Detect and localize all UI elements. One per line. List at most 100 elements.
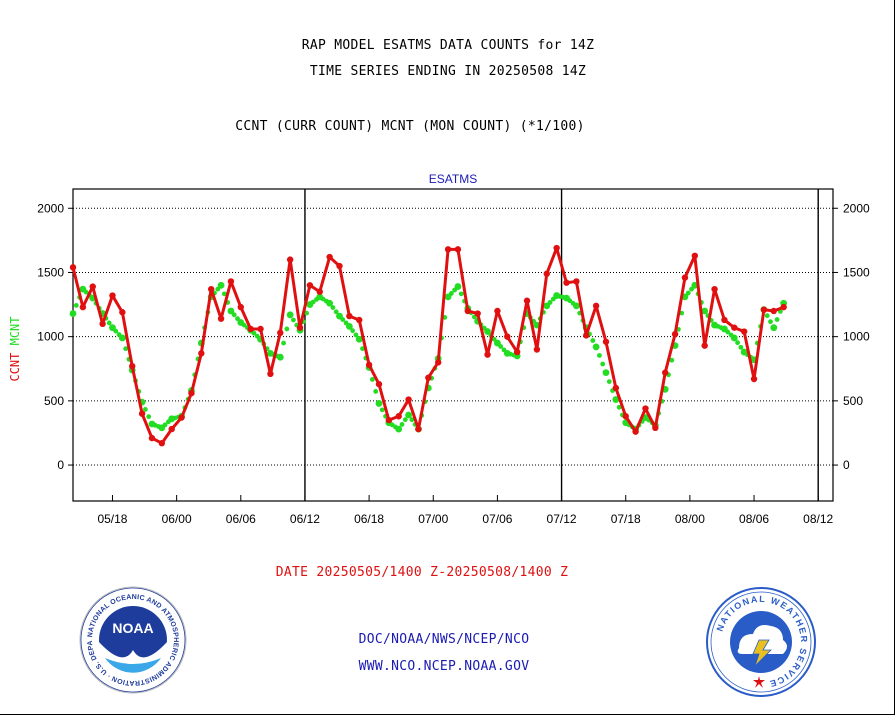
mcnt-dot [399, 421, 405, 427]
mcnt-point [563, 294, 570, 302]
mcnt-dot [142, 407, 148, 412]
org-line: DOC/NOAA/NWS/NCEP/NCO [358, 632, 530, 647]
ccnt-point [563, 279, 570, 286]
ccnt-point [395, 413, 402, 420]
tick-layer: 0 0 500 500 1000 1000 1500 1500 2000 2000 05/18 06/… [37, 201, 870, 526]
mcnt-point [148, 420, 156, 428]
scale-note: CCNT (CURR COUNT) MCNT (MON COUNT) (*1/1… [235, 119, 585, 134]
ccnt-point [286, 256, 294, 263]
y-tick-label-right: 0 [843, 458, 850, 472]
mcnt-dot [616, 404, 622, 410]
ccnt-point [356, 316, 363, 324]
ccnt-point [109, 292, 116, 299]
ccnt-point [316, 288, 323, 295]
ccnt-point [257, 325, 264, 333]
mcnt-point [306, 301, 314, 308]
mcnt-point [730, 334, 738, 342]
y-label-mcnt: MCNT [8, 316, 22, 345]
mcnt-dot [597, 353, 602, 358]
ccnt-point [119, 309, 126, 316]
mcnt-dot [458, 291, 464, 297]
ccnt-point [573, 278, 580, 285]
mcnt-point [237, 319, 245, 326]
x-tick-label: 08/06 [739, 512, 769, 526]
ccnt-point [129, 362, 136, 370]
ccnt-point [365, 361, 373, 369]
ccnt-point [731, 324, 738, 331]
ccnt-point [612, 384, 620, 392]
mcnt-point [355, 335, 363, 343]
mcnt-point [286, 311, 294, 319]
mcnt-point [69, 310, 77, 317]
mcnt-dot [330, 305, 336, 310]
ccnt-point [691, 252, 699, 259]
mcnt-dot [402, 417, 408, 423]
ccnt-point [622, 413, 629, 420]
mcnt-dot [768, 319, 773, 325]
mcnt-point [543, 302, 551, 310]
ccnt-point [721, 316, 728, 324]
ccnt-point [504, 333, 511, 340]
mcnt-point [740, 348, 748, 356]
mcnt-dot [333, 309, 339, 315]
ccnt-point [326, 253, 333, 261]
mcnt-dot [106, 320, 112, 326]
x-tick-label: 07/00 [418, 512, 448, 526]
plot-top-label: ESATMS [429, 172, 477, 186]
ccnt-point [592, 302, 600, 310]
ccnt-point [89, 283, 96, 290]
ccnt-point [207, 285, 215, 293]
mcnt-dot [373, 389, 379, 394]
mcnt-point [553, 292, 561, 299]
noaa-center-text: NOAA [112, 620, 153, 636]
x-tick-label: 07/06 [482, 512, 512, 526]
mcnt-dot [123, 346, 129, 352]
x-tick-label: 06/12 [290, 512, 320, 526]
mcnt-dot [774, 317, 780, 322]
ccnt-point [415, 425, 422, 433]
mcnt-point [444, 293, 452, 301]
ccnt-point [642, 405, 649, 412]
mcnt-point [227, 307, 235, 315]
ccnt-point [158, 440, 166, 447]
ccnt-point [247, 325, 254, 333]
ccnt-point [533, 346, 541, 353]
mcnt-point [267, 349, 274, 357]
mcnt-dot [669, 357, 675, 363]
mcnt-dot [284, 326, 290, 332]
ccnt-point [227, 278, 235, 285]
ccnt-point [434, 359, 442, 366]
mcnt-dot [606, 379, 612, 384]
y-label-ccnt: CCNT [8, 353, 22, 382]
ccnt-point [740, 328, 748, 335]
ccnt-point [237, 303, 244, 311]
mcnt-point [770, 324, 778, 332]
mcnt-dot [735, 340, 740, 346]
mcnt-point [494, 339, 501, 347]
mcnt-dot [409, 417, 415, 423]
ccnt-point [454, 246, 462, 253]
mcnt-dot [764, 313, 770, 319]
ccnt-point [178, 414, 185, 421]
x-tick-label: 06/06 [226, 512, 256, 526]
mcnt-dot [360, 346, 365, 352]
x-tick-label: 08/00 [675, 512, 705, 526]
site-link[interactable]: WWW.NCO.NCEP.NOAA.GOV [358, 659, 530, 674]
plot-area [72, 188, 834, 502]
mcnt-point [503, 349, 511, 357]
mcnt-point [118, 334, 126, 342]
mcnt-point [612, 396, 620, 403]
ccnt-point [267, 370, 274, 378]
ccnt-point [405, 396, 412, 403]
ccnt-point [444, 246, 452, 253]
x-tick-label: 06/00 [162, 512, 192, 526]
nws-logo: NATIONAL WEATHER SERVICE [706, 587, 816, 697]
y-tick-label-left: 500 [44, 394, 64, 408]
ccnt-point [494, 307, 501, 315]
ccnt-point [464, 307, 472, 315]
separator-lines [304, 189, 819, 501]
mcnt-point [276, 353, 284, 361]
ccnt-point [770, 307, 777, 315]
